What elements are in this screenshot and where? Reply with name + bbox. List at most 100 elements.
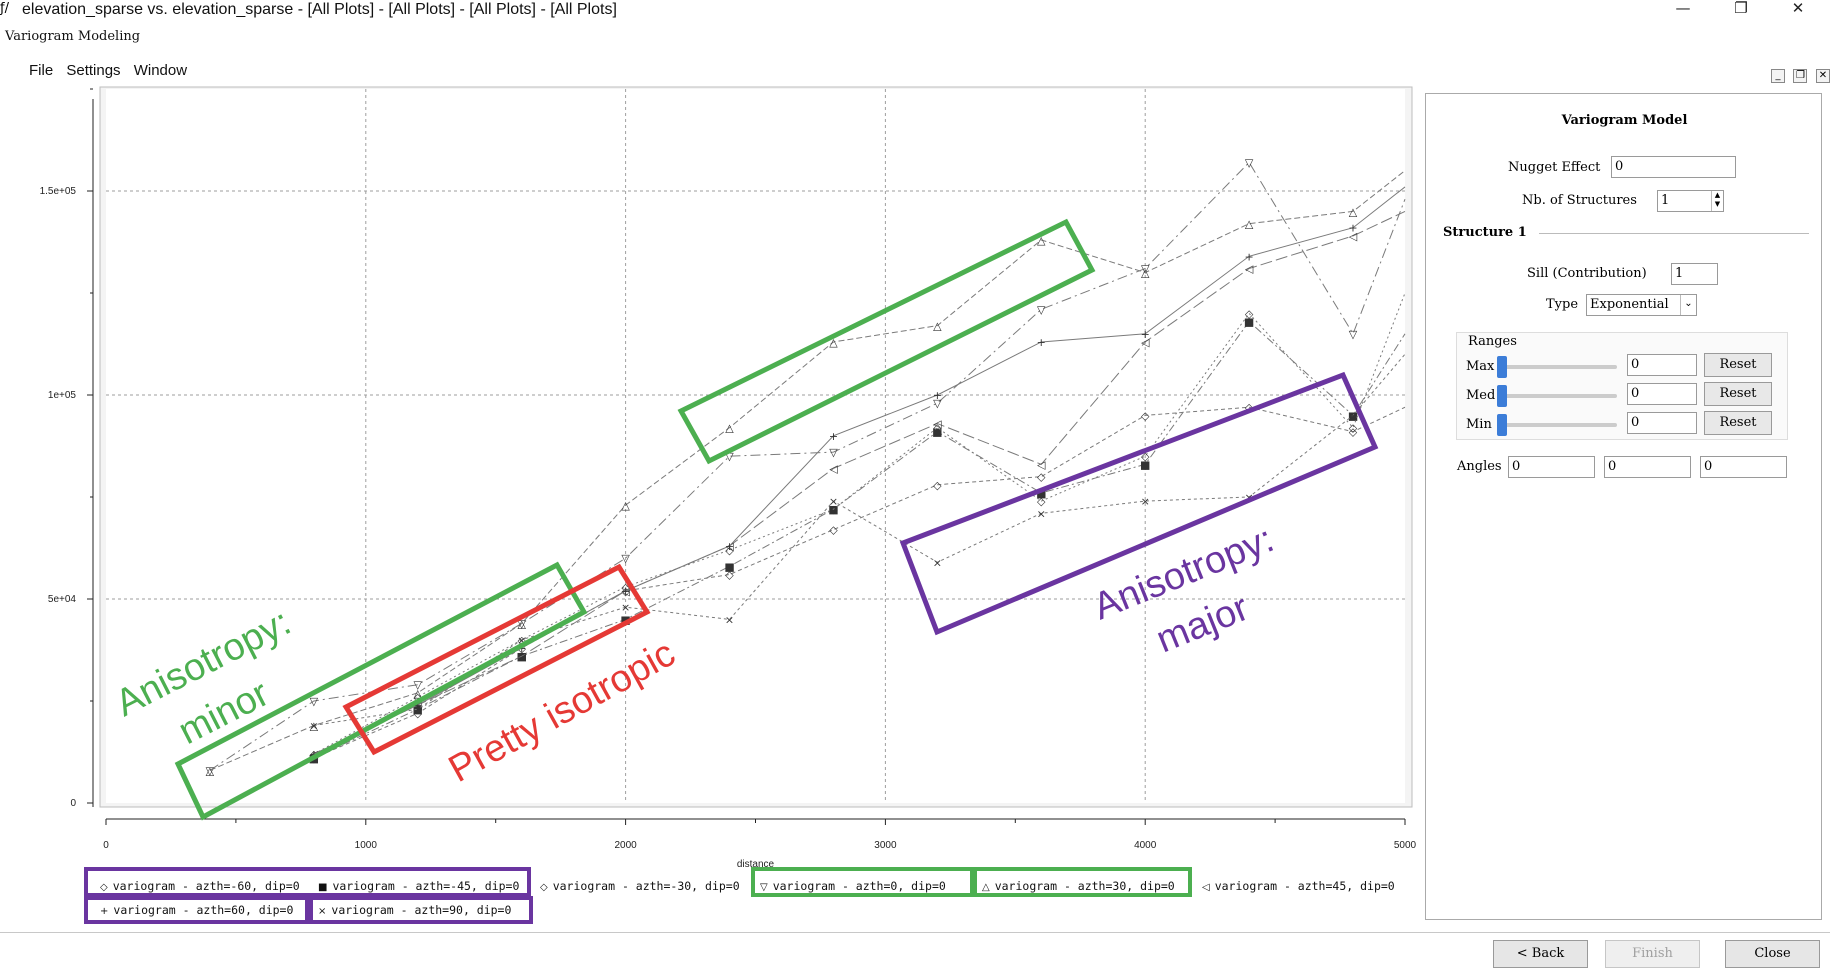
- angle-3-input[interactable]: 0: [1700, 456, 1787, 478]
- data-point-marker: ×: [517, 634, 526, 647]
- data-point-marker: ×: [829, 495, 838, 508]
- range-max-slider[interactable]: [1497, 365, 1617, 369]
- data-point-marker: △: [414, 687, 423, 700]
- x-tick-label: 5000: [1394, 840, 1417, 851]
- range-med-input[interactable]: 0: [1627, 383, 1697, 405]
- legend-label: variogram - azth=-60, dip=0: [112, 879, 300, 893]
- spin-arrows-icon[interactable]: ▲ ▼: [1711, 191, 1723, 211]
- window-title: elevation_sparse vs. elevation_sparse - …: [22, 1, 617, 18]
- mdi-restore-icon[interactable]: ❐: [1793, 69, 1808, 83]
- legend-item[interactable]: × variogram - azth=90, dip=0: [318, 903, 511, 917]
- back-button[interactable]: < Back: [1493, 940, 1588, 968]
- data-point-marker: ×: [413, 703, 422, 716]
- x-tick-label: 1000: [355, 840, 378, 851]
- legend-symbol-icon: ◇: [100, 882, 108, 893]
- bottom-separator: [0, 932, 1830, 933]
- data-point-marker: +: [725, 540, 734, 553]
- mdi-close-icon[interactable]: ✕: [1815, 69, 1830, 83]
- series-line-0: [313, 406, 1406, 759]
- close-button[interactable]: Close: [1725, 940, 1820, 968]
- variogram-plot[interactable]: 0 5e+04 1e+05 1.5e+05 0 1000 2000 3000 4000 5000 d…: [0, 85, 1420, 875]
- data-point-marker: ◇: [1037, 471, 1046, 484]
- range-min-reset-button[interactable]: Reset: [1704, 411, 1772, 435]
- menu-settings[interactable]: Settings: [66, 62, 121, 79]
- angle-2-input[interactable]: 0: [1604, 456, 1691, 478]
- data-point-marker: +: [933, 389, 942, 402]
- structure-separator: [1539, 233, 1809, 234]
- angles-label: Angles: [1457, 459, 1502, 474]
- menu-bar: File Settings Window: [29, 62, 196, 82]
- range-med-slider-handle[interactable]: [1497, 385, 1507, 407]
- y-tick-label: 1.5e+05: [40, 186, 77, 197]
- nugget-label: Nugget Effect: [1508, 160, 1601, 175]
- data-point-marker: +: [829, 430, 838, 443]
- data-point-marker: ×: [309, 719, 318, 732]
- data-point-marker: ◁: [1245, 263, 1254, 276]
- sill-input[interactable]: 1: [1671, 263, 1718, 285]
- data-point-marker: ▽: [206, 764, 215, 777]
- data-point-marker: ◁: [1349, 230, 1358, 243]
- data-point-marker: △: [517, 617, 526, 630]
- data-point-marker: ■: [724, 560, 734, 573]
- anisotropy-major-box: [899, 371, 1379, 636]
- range-med-label: Med: [1466, 388, 1496, 403]
- nugget-input[interactable]: 0: [1611, 156, 1736, 178]
- menu-file[interactable]: File: [29, 62, 54, 79]
- data-point-marker: △: [725, 422, 734, 435]
- x-tick-label: 0: [103, 840, 109, 851]
- nb-structures-spinbox[interactable]: 1 ▲ ▼: [1657, 190, 1724, 212]
- data-point-marker: △: [621, 499, 630, 512]
- close-icon[interactable]: ✕: [1791, 0, 1805, 17]
- legend-item[interactable]: + variogram - azth=60, dip=0: [100, 903, 293, 917]
- restore-icon[interactable]: ❐: [1734, 0, 1748, 17]
- range-min-slider[interactable]: [1497, 423, 1617, 427]
- data-point-marker: ×: [725, 613, 734, 626]
- minimize-icon[interactable]: —: [1675, 0, 1691, 17]
- data-point-marker: △: [1037, 234, 1046, 247]
- legend-item[interactable]: ◁ variogram - azth=45, dip=0: [1202, 879, 1395, 893]
- data-point-marker: ◇: [1349, 422, 1358, 435]
- data-point-marker: ◇: [414, 691, 423, 704]
- range-min-slider-handle[interactable]: [1497, 414, 1507, 436]
- range-min-input[interactable]: 0: [1627, 412, 1697, 434]
- menu-window[interactable]: Window: [133, 62, 188, 79]
- data-point-marker: ◇: [829, 503, 838, 516]
- data-point-marker: ■: [932, 426, 942, 439]
- data-point-marker: ◇: [1245, 401, 1254, 414]
- data-point-marker: △: [829, 336, 838, 349]
- anisotropy-minor-box-2: [677, 218, 1096, 465]
- data-point-marker: ▽: [1141, 263, 1150, 276]
- data-point-marker: ×: [1037, 507, 1046, 520]
- angle-1-input[interactable]: 0: [1508, 456, 1595, 478]
- legend-item[interactable]: △ variogram - azth=30, dip=0: [982, 879, 1175, 893]
- legend-item[interactable]: ◇ variogram - azth=-60, dip=0: [100, 879, 300, 893]
- range-max-input[interactable]: 0: [1627, 354, 1697, 376]
- data-point-marker: ◁: [1037, 458, 1046, 471]
- legend-item[interactable]: ◇ variogram - azth=-30, dip=0: [540, 879, 740, 893]
- range-min-label: Min: [1466, 417, 1492, 432]
- legend-item[interactable]: ■ variogram - azth=-45, dip=0: [318, 879, 519, 893]
- mdi-minimize-icon[interactable]: _: [1771, 69, 1785, 83]
- range-max-reset-button[interactable]: Reset: [1704, 353, 1772, 377]
- data-point-marker: +: [1245, 250, 1254, 263]
- range-med-reset-button[interactable]: Reset: [1704, 382, 1772, 406]
- data-point-marker: ▽: [621, 552, 630, 565]
- finish-button[interactable]: Finish: [1605, 940, 1700, 968]
- legend-highlight-box: [973, 867, 1192, 897]
- legend-label: variogram - azth=0, dip=0: [772, 879, 946, 893]
- data-point-marker: ◇: [414, 707, 423, 720]
- range-med-slider[interactable]: [1497, 394, 1617, 398]
- data-point-marker: ◇: [1245, 307, 1254, 320]
- data-point-marker: △: [1245, 218, 1254, 231]
- data-point-marker: ◇: [933, 479, 942, 492]
- data-point-marker: +: [1037, 336, 1046, 349]
- series-line-1: [313, 320, 1406, 759]
- legend-label: variogram - azth=45, dip=0: [1214, 879, 1395, 893]
- type-combobox[interactable]: Exponential ⌄: [1586, 294, 1697, 316]
- data-point-marker: +: [413, 699, 422, 712]
- range-max-slider-handle[interactable]: [1497, 356, 1507, 378]
- data-point-marker: ◁: [933, 418, 942, 431]
- data-point-marker: ◁: [725, 540, 734, 553]
- legend-item[interactable]: ▽ variogram - azth=0, dip=0: [760, 879, 946, 893]
- data-point-marker: ×: [1348, 409, 1357, 422]
